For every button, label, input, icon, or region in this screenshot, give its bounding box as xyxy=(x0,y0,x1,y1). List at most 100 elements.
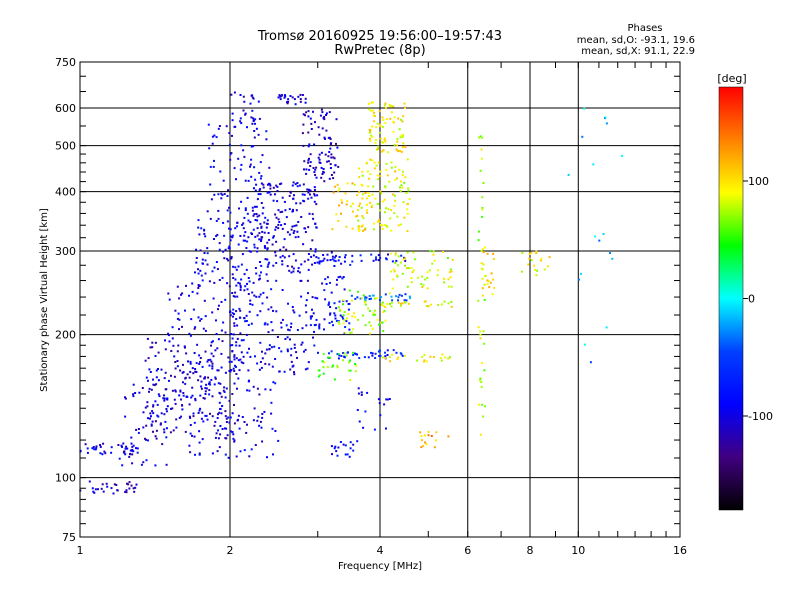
data-point xyxy=(110,487,113,490)
data-point xyxy=(280,224,283,227)
chart-subtitle: RwPretec (8p) xyxy=(334,43,425,58)
data-point xyxy=(235,268,238,271)
data-point xyxy=(261,302,264,305)
data-point xyxy=(397,117,400,120)
data-point xyxy=(182,371,185,374)
data-point xyxy=(378,350,381,353)
data-point xyxy=(163,397,166,400)
data-point xyxy=(219,170,222,173)
data-point xyxy=(374,141,377,144)
data-point xyxy=(339,314,342,317)
data-point xyxy=(357,318,360,321)
data-point xyxy=(132,444,135,447)
data-point xyxy=(246,196,249,199)
data-point xyxy=(356,194,359,197)
colorbar-label: [deg] xyxy=(717,72,746,85)
data-point xyxy=(381,125,384,128)
data-point xyxy=(266,258,269,261)
data-point xyxy=(363,298,366,301)
data-point xyxy=(354,362,357,365)
data-point xyxy=(207,376,210,379)
data-point xyxy=(353,312,355,315)
data-point xyxy=(146,401,149,404)
data-point xyxy=(284,209,287,212)
data-point xyxy=(384,355,387,358)
data-point xyxy=(261,357,264,360)
data-point xyxy=(322,366,325,369)
data-point xyxy=(361,224,364,227)
data-point xyxy=(483,298,486,301)
data-point xyxy=(391,301,394,304)
data-point xyxy=(392,120,395,123)
data-point xyxy=(247,219,250,222)
data-point xyxy=(318,374,321,377)
data-point xyxy=(304,114,306,117)
data-point xyxy=(211,395,214,398)
data-point xyxy=(422,284,425,287)
data-point xyxy=(297,267,300,270)
data-point xyxy=(209,412,211,415)
data-point xyxy=(198,453,201,456)
data-point xyxy=(256,247,259,250)
data-point xyxy=(371,193,374,196)
data-point xyxy=(410,267,413,270)
data-point xyxy=(205,387,208,390)
data-point xyxy=(249,299,252,302)
data-point xyxy=(300,279,303,282)
data-point xyxy=(336,454,339,457)
data-point xyxy=(252,228,255,231)
data-point xyxy=(134,392,137,394)
data-point xyxy=(130,436,133,439)
data-point xyxy=(220,366,223,369)
data-point xyxy=(137,431,140,434)
data-point xyxy=(242,227,245,230)
data-point xyxy=(329,147,332,150)
data-point xyxy=(480,385,483,388)
data-point xyxy=(356,353,358,356)
data-point xyxy=(235,341,238,344)
data-point xyxy=(247,179,250,182)
data-point xyxy=(492,278,495,281)
data-point xyxy=(160,412,163,415)
data-point xyxy=(421,275,424,278)
data-point xyxy=(122,450,125,453)
data-point xyxy=(386,151,389,154)
data-point xyxy=(267,308,270,311)
data-point xyxy=(198,441,201,444)
data-point xyxy=(270,346,273,349)
data-point xyxy=(368,321,371,324)
data-point xyxy=(314,250,317,253)
data-point xyxy=(390,295,393,298)
data-point xyxy=(360,297,363,300)
data-point xyxy=(201,262,204,265)
data-point xyxy=(249,250,252,253)
data-point xyxy=(348,361,351,364)
data-point xyxy=(84,443,87,446)
data-point xyxy=(388,104,391,106)
data-point xyxy=(213,424,216,427)
data-point xyxy=(294,259,297,262)
data-point xyxy=(204,315,207,318)
data-point xyxy=(447,278,450,281)
data-point xyxy=(210,360,213,363)
data-point xyxy=(381,227,384,230)
data-point xyxy=(254,355,256,358)
data-point xyxy=(136,447,139,450)
data-point xyxy=(314,222,317,225)
data-point xyxy=(360,259,363,262)
data-point xyxy=(481,207,484,209)
data-point xyxy=(193,435,196,438)
data-point xyxy=(237,377,240,380)
data-point xyxy=(301,327,304,330)
data-point xyxy=(261,413,264,415)
data-point xyxy=(387,208,390,211)
data-point xyxy=(290,271,293,274)
data-point xyxy=(252,214,255,217)
data-point xyxy=(344,256,346,259)
data-point xyxy=(174,367,177,370)
data-point xyxy=(94,448,97,451)
data-point xyxy=(102,490,105,493)
data-point xyxy=(249,102,252,105)
data-point xyxy=(397,356,400,359)
data-point xyxy=(199,357,202,359)
